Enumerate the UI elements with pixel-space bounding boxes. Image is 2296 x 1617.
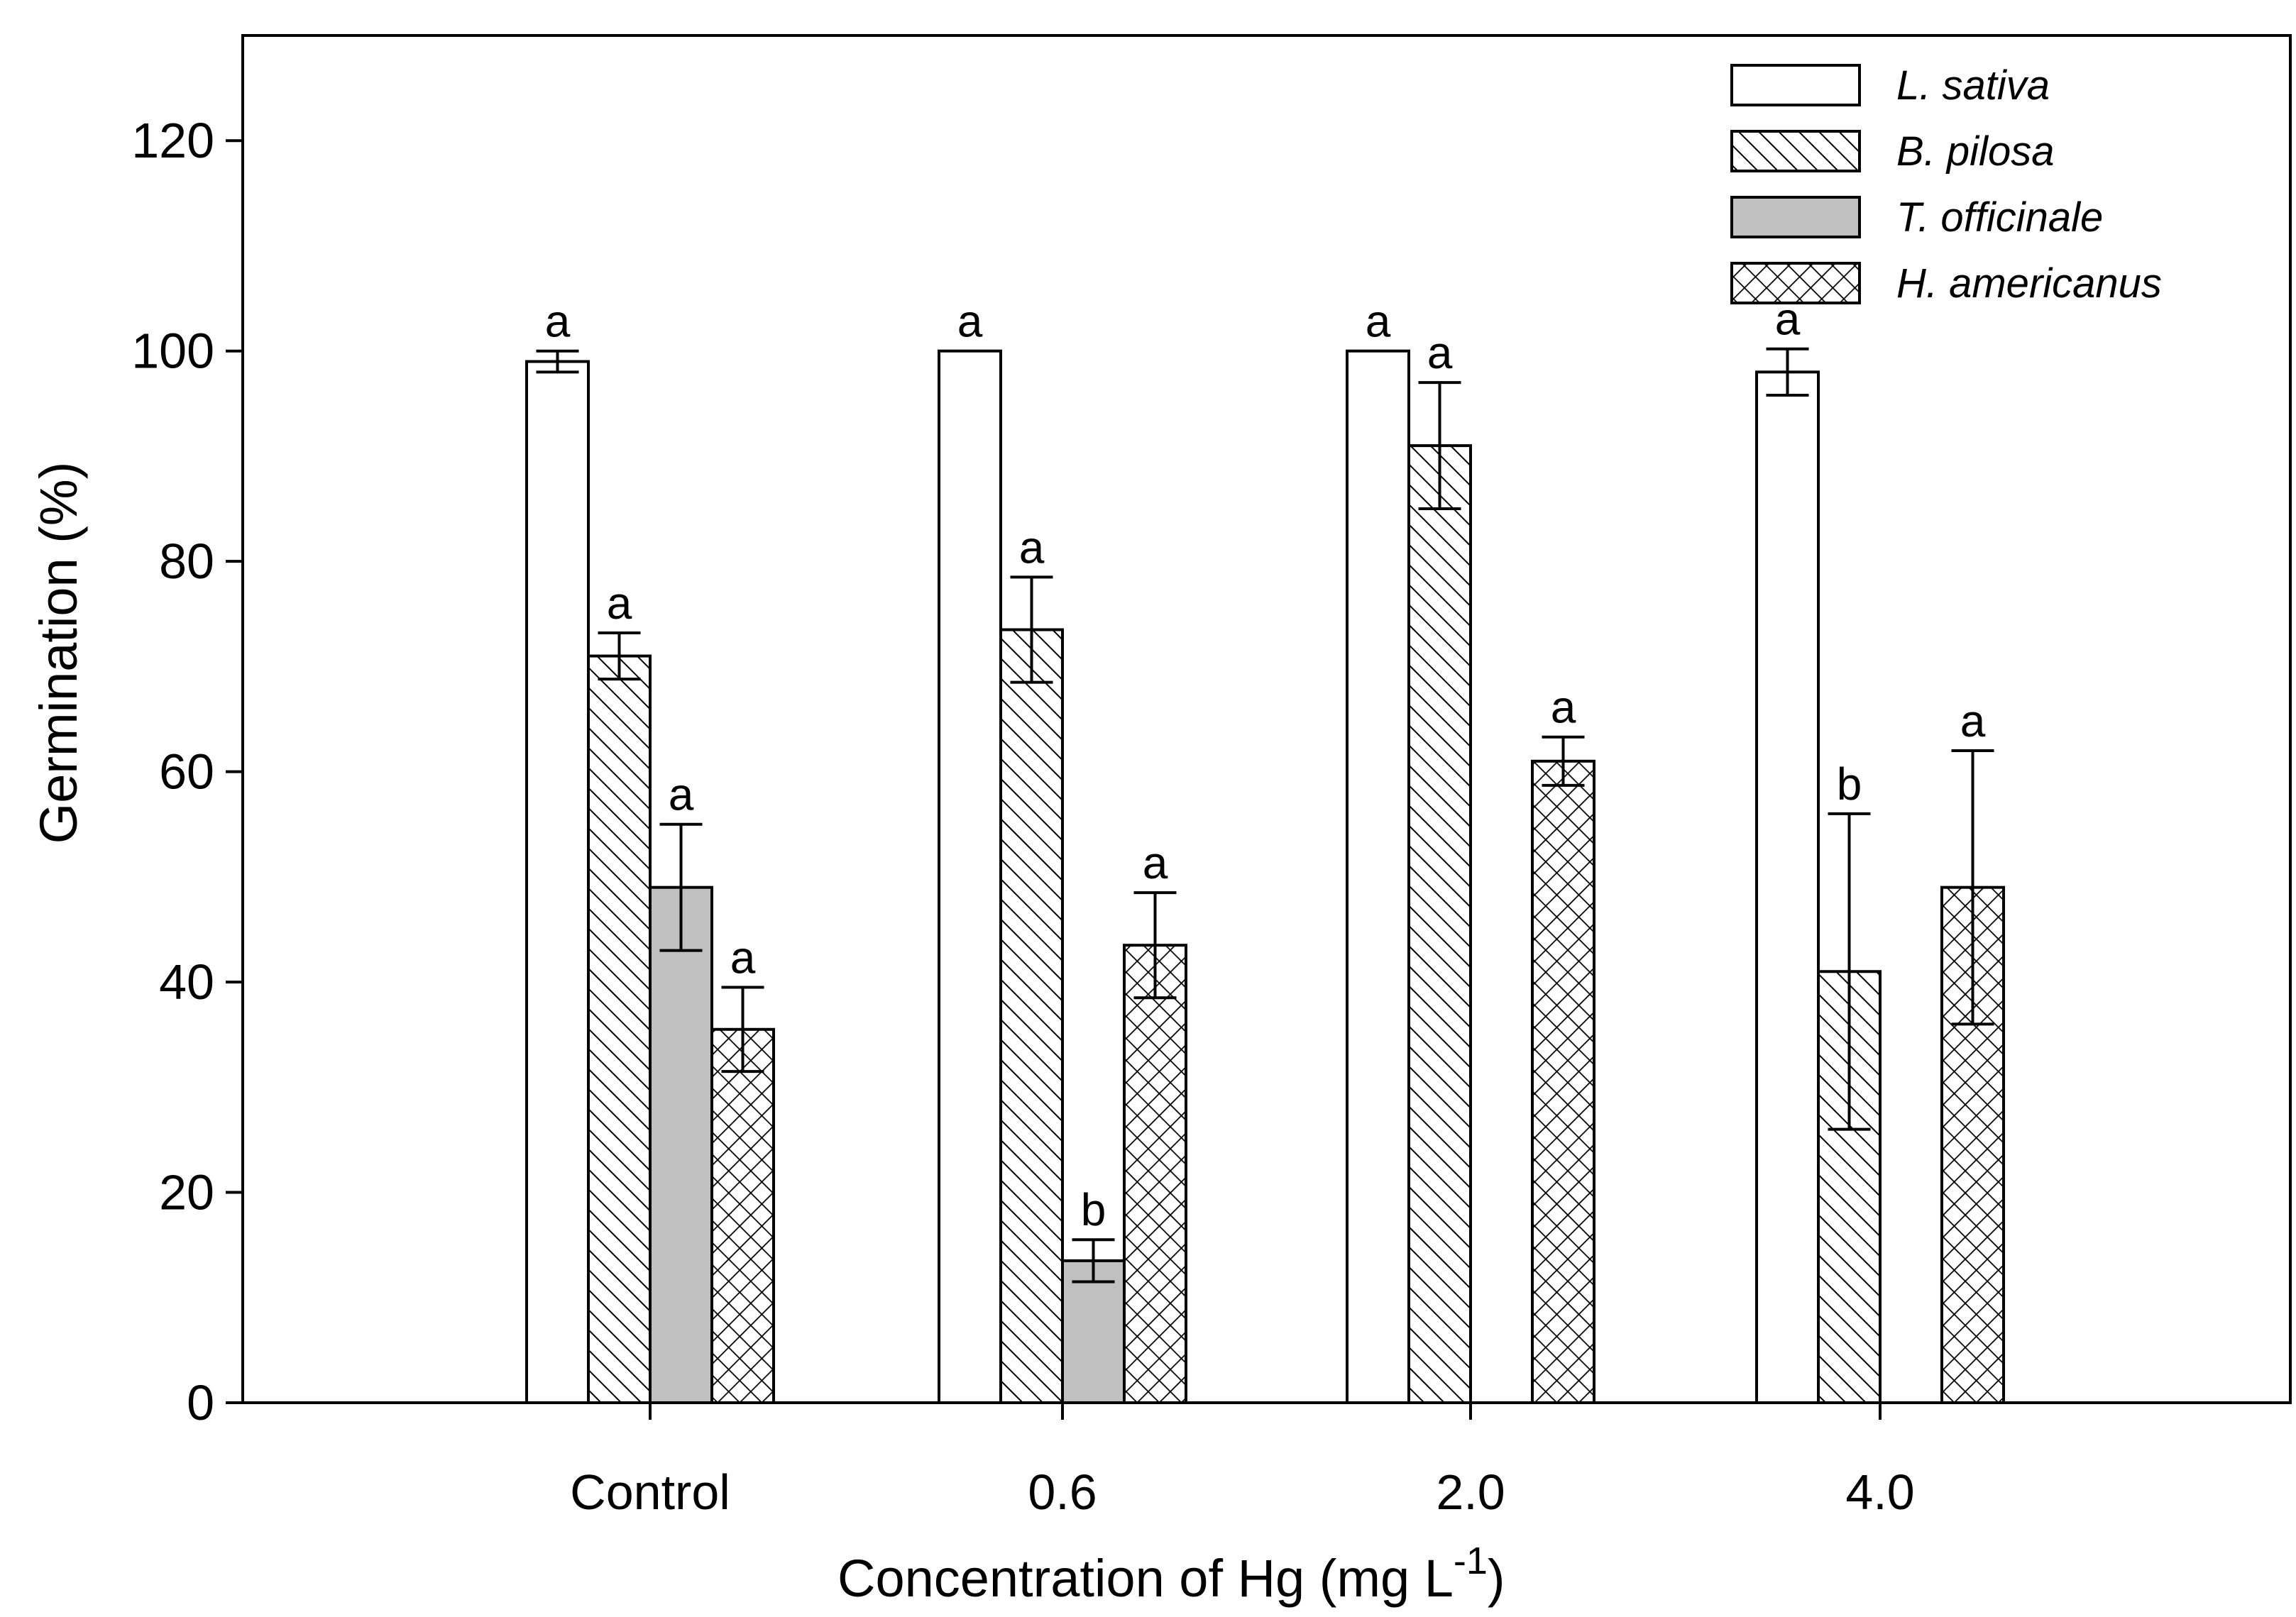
bar <box>938 349 1002 1405</box>
bar <box>525 360 590 1404</box>
significance-letter: b <box>1081 1184 1106 1235</box>
y-tick-label: 40 <box>159 954 214 1010</box>
significance-letter: a <box>1143 837 1168 888</box>
y-tick-label: 60 <box>159 744 214 800</box>
bar <box>587 654 652 1404</box>
significance-letter: a <box>1960 695 1986 746</box>
bar <box>710 1027 775 1404</box>
legend-label: B. pilosa <box>1896 128 2054 175</box>
significance-letter: a <box>1427 327 1453 378</box>
x-tick-label: 0.6 <box>1028 1464 1097 1520</box>
x-axis-title-main: Concentration of Hg (mg L <box>837 1549 1454 1608</box>
x-tick-label: 2.0 <box>1436 1464 1505 1520</box>
significance-letter: a <box>1019 521 1045 573</box>
legend-swatch <box>1730 262 1861 304</box>
legend-label: T. officinale <box>1896 194 2103 241</box>
legend-swatch <box>1730 64 1861 106</box>
significance-letter: a <box>957 296 983 347</box>
legend-swatch <box>1730 130 1861 172</box>
significance-letter: a <box>730 932 756 983</box>
plot-frame <box>241 34 2292 1404</box>
significance-letter: a <box>1366 296 1391 347</box>
x-tick-label: Control <box>570 1464 730 1520</box>
significance-letter: a <box>607 578 632 629</box>
y-tick-label: 80 <box>159 534 214 589</box>
bar <box>1346 349 1410 1405</box>
x-tick-label: 4.0 <box>1845 1464 1914 1520</box>
legend: L. sativa B. pilosa T. officinale H. americ… <box>1730 62 2162 307</box>
y-tick-label: 0 <box>187 1375 214 1430</box>
bar <box>1407 444 1472 1404</box>
bar <box>1531 759 1595 1405</box>
bar <box>649 885 713 1404</box>
significance-letter: b <box>1837 758 1862 810</box>
legend-label: L. sativa <box>1896 62 2050 109</box>
x-axis: Control 0.6 2.0 4.0 <box>570 1403 1915 1520</box>
significance-letter: a <box>1551 682 1576 733</box>
significance-letter: a <box>545 296 571 347</box>
x-axis-title: Concentration of Hg (mg L-1) <box>837 1540 1505 1608</box>
x-axis-title-superscript: -1 <box>1454 1540 1488 1582</box>
y-tick-label: 100 <box>131 324 214 379</box>
y-axis-title: Germination (%) <box>29 462 88 844</box>
significance-letter: a <box>669 769 694 820</box>
x-axis-title-suffix: ) <box>1488 1549 1505 1608</box>
bar <box>1755 370 1820 1404</box>
y-tick-label: 20 <box>159 1165 214 1220</box>
bar <box>999 628 1064 1404</box>
y-axis: 0 20 40 60 80 100 120 <box>131 113 243 1430</box>
y-tick-label: 120 <box>131 113 214 168</box>
bar <box>1123 944 1187 1404</box>
legend-swatch <box>1730 196 1861 238</box>
legend-label: H. americanus <box>1896 260 2162 307</box>
